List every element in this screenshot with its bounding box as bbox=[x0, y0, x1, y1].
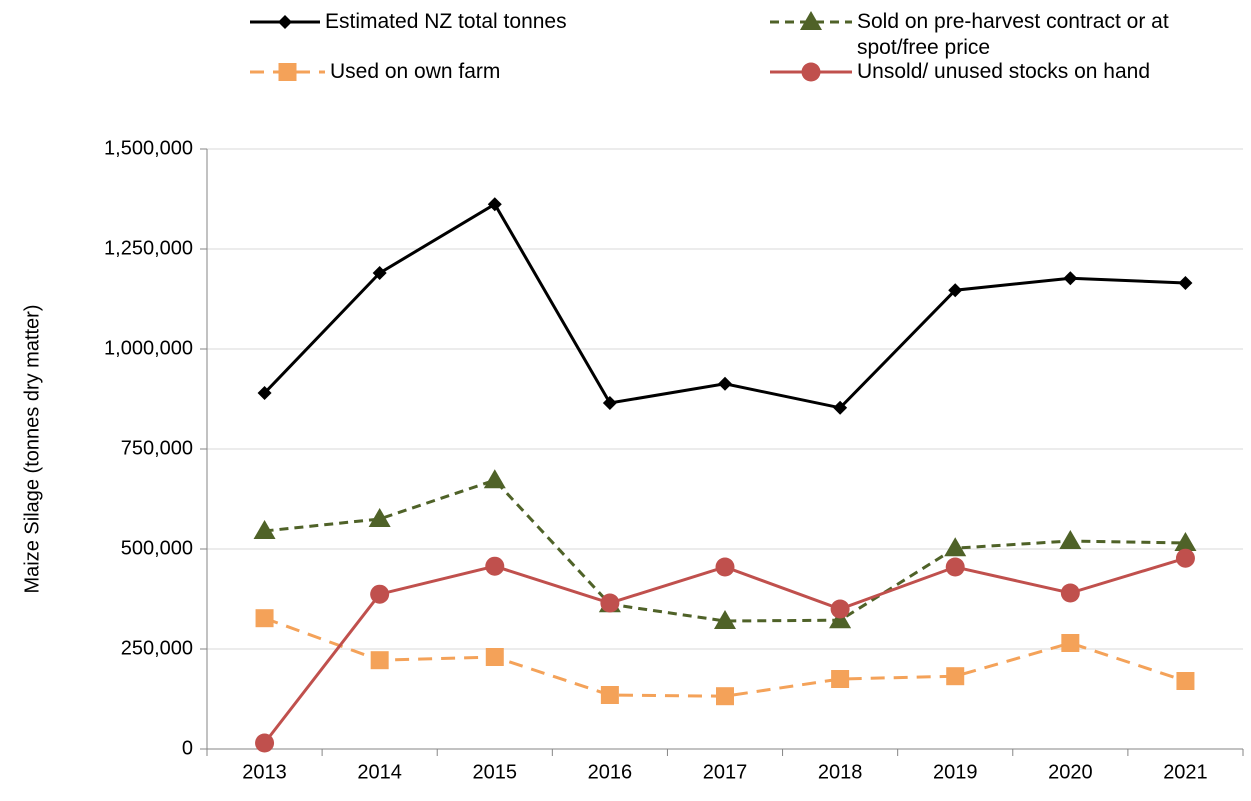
series-line bbox=[264, 616, 1186, 698]
x-tick-label: 2018 bbox=[818, 761, 863, 783]
marker bbox=[1176, 672, 1195, 690]
marker bbox=[255, 609, 274, 628]
y-tick-label: 1,250,000 bbox=[104, 237, 193, 259]
y-tick-label: 1,000,000 bbox=[104, 337, 193, 359]
marker bbox=[800, 11, 822, 30]
marker bbox=[600, 686, 619, 704]
marker bbox=[1061, 634, 1080, 652]
legend-item bbox=[770, 11, 852, 30]
marker bbox=[715, 557, 735, 577]
series-line bbox=[263, 556, 1186, 744]
marker bbox=[830, 599, 850, 619]
legend-label: Unsold/ unused stocks on hand bbox=[857, 60, 1151, 83]
marker bbox=[370, 651, 389, 670]
marker bbox=[255, 733, 275, 753]
legend-label: Estimated NZ total tonnes bbox=[325, 10, 567, 33]
y-tick-label: 500,000 bbox=[121, 537, 193, 559]
marker bbox=[368, 508, 391, 527]
marker bbox=[718, 376, 732, 391]
marker bbox=[801, 62, 821, 82]
marker bbox=[253, 520, 276, 539]
marker bbox=[945, 557, 965, 577]
x-tick-label: 2020 bbox=[1048, 761, 1093, 783]
marker bbox=[602, 396, 617, 410]
legend-label: Used on own farm bbox=[330, 60, 501, 83]
marker bbox=[1059, 530, 1082, 549]
marker bbox=[257, 386, 272, 400]
x-tick-label: 2021 bbox=[1163, 761, 1208, 783]
marker bbox=[485, 556, 505, 576]
y-tick-label: 1,500,000 bbox=[104, 137, 193, 159]
marker bbox=[1178, 276, 1193, 290]
y-tick-label: 250,000 bbox=[121, 637, 193, 659]
marker bbox=[1060, 583, 1080, 603]
legend-item bbox=[770, 62, 852, 82]
x-tick-label: 2013 bbox=[242, 761, 287, 783]
x-tick-label: 2014 bbox=[357, 761, 402, 783]
marker bbox=[1174, 532, 1197, 551]
marker bbox=[948, 283, 963, 298]
marker bbox=[483, 469, 506, 489]
marker bbox=[944, 537, 967, 557]
marker bbox=[714, 610, 736, 629]
marker bbox=[833, 400, 848, 415]
legend-label: Sold on pre-harvest contract or at spot/… bbox=[857, 10, 1169, 59]
marker bbox=[370, 584, 390, 604]
legend-item bbox=[250, 63, 325, 81]
series-line bbox=[264, 478, 1186, 623]
x-tick-label: 2017 bbox=[703, 761, 748, 783]
marker bbox=[485, 648, 504, 666]
marker bbox=[278, 15, 292, 29]
y-axis-label: Maize Silage (tonnes dry matter) bbox=[21, 304, 43, 593]
x-tick-label: 2019 bbox=[933, 761, 978, 783]
marker bbox=[487, 197, 502, 212]
marker bbox=[600, 593, 620, 613]
y-tick-label: 0 bbox=[182, 737, 193, 759]
x-tick-label: 2015 bbox=[473, 761, 518, 783]
x-tick-label: 2016 bbox=[588, 761, 633, 783]
marker bbox=[946, 667, 965, 686]
marker bbox=[278, 63, 297, 81]
marker bbox=[829, 609, 852, 629]
marker bbox=[372, 266, 387, 280]
y-tick-label: 750,000 bbox=[121, 437, 193, 459]
legend-item bbox=[250, 15, 320, 29]
marker bbox=[1063, 271, 1078, 286]
marker bbox=[716, 687, 734, 706]
marker bbox=[1175, 548, 1195, 568]
marker bbox=[831, 670, 850, 688]
